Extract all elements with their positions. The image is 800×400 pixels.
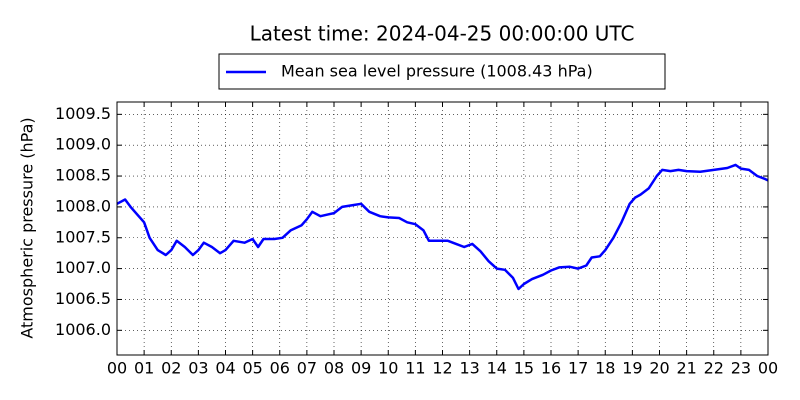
legend-box xyxy=(218,53,666,90)
x-tick-label: 03 xyxy=(188,359,208,378)
x-tick-label: 02 xyxy=(161,359,181,378)
x-tick-label: 14 xyxy=(487,359,507,378)
x-tick-label: 16 xyxy=(541,359,561,378)
x-tick-label: 12 xyxy=(432,359,452,378)
x-tick-label: 00 xyxy=(107,359,127,378)
y-tick-label: 1007.0 xyxy=(55,258,111,277)
x-tick-label: 11 xyxy=(405,359,425,378)
x-tick-label: 21 xyxy=(676,359,696,378)
x-tick-label: 04 xyxy=(215,359,235,378)
y-tick-label: 1008.5 xyxy=(55,166,111,185)
y-tick-label: 1006.5 xyxy=(55,289,111,308)
x-tick-label: 19 xyxy=(622,359,642,378)
x-tick-label: 07 xyxy=(297,359,317,378)
x-tick-label: 20 xyxy=(649,359,669,378)
y-tick-label: 1006.0 xyxy=(55,320,111,339)
x-tick-label: 10 xyxy=(378,359,398,378)
x-tick-label: 23 xyxy=(731,359,751,378)
x-tick-label: 01 xyxy=(134,359,154,378)
chart-title: Latest time: 2024-04-25 00:00:00 UTC xyxy=(250,22,635,46)
y-axis-label: Atmospheric pressure (hPa) xyxy=(18,117,37,338)
legend-label: Mean sea level pressure (1008.43 hPa) xyxy=(281,62,593,81)
y-tick-label: 1009.0 xyxy=(55,135,111,154)
x-tick-label: 17 xyxy=(568,359,588,378)
x-tick-label: 00 xyxy=(758,359,778,378)
x-tick-label: 22 xyxy=(704,359,724,378)
plot-frame xyxy=(116,101,769,356)
x-tick-label: 18 xyxy=(595,359,615,378)
x-tick-label: 06 xyxy=(270,359,290,378)
legend: Mean sea level pressure (1008.43 hPa) xyxy=(218,53,666,90)
x-tick-label: 05 xyxy=(242,359,262,378)
line-series xyxy=(116,163,769,291)
y-tick-label: 1009.5 xyxy=(55,104,111,123)
x-tick-label: 09 xyxy=(351,359,371,378)
x-tick-label: 15 xyxy=(514,359,534,378)
y-tick-label: 1008.0 xyxy=(55,196,111,215)
y-tick-label: 1007.5 xyxy=(55,227,111,246)
x-tick-label: 08 xyxy=(324,359,344,378)
x-tick-label: 13 xyxy=(459,359,479,378)
